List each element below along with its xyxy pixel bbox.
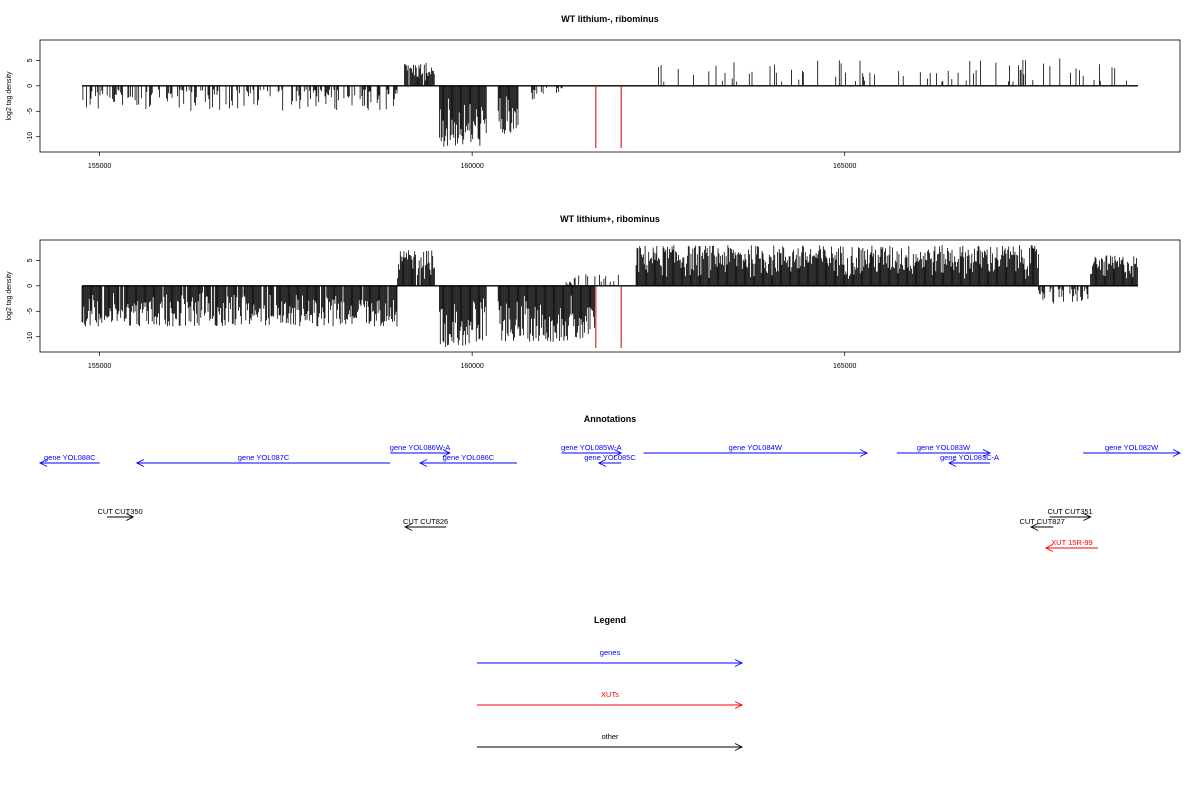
feature-gene-yol086c: gene YOL086C	[418, 453, 517, 467]
y-axis-label: log2 tag density	[6, 271, 13, 321]
legend-label: other	[601, 732, 619, 741]
arrow-head	[1172, 449, 1182, 457]
x-tick-label: 160000	[460, 163, 483, 170]
feature-cut-cut826: CUT CUT826	[403, 517, 448, 531]
arrow-head	[404, 523, 413, 531]
feature-label: gene YOL082W	[1105, 443, 1159, 452]
feature-xut-15r-99: XUT 15R-99	[1044, 538, 1099, 552]
legend-label: genes	[600, 648, 621, 657]
feature-gene-yol085w-a: gene YOL085W-A	[561, 443, 623, 457]
feature-label: gene YOL085C	[584, 453, 636, 462]
arrow-head	[734, 659, 744, 667]
feature-cut-cut351: CUT CUT351	[1047, 507, 1093, 521]
feature-label: CUT CUT351	[1047, 507, 1092, 516]
x-tick-label: 155000	[88, 363, 111, 370]
marker-lines	[595, 285, 622, 348]
panel-lithium-minus: WT lithium-, ribominus log2 tag density …	[6, 14, 1181, 170]
arrow-head	[418, 459, 428, 467]
feature-gene-yol086w-a: gene YOL086W-A	[390, 443, 451, 457]
arrow-head	[948, 459, 957, 467]
feature-gene-yol085c: gene YOL085C	[584, 453, 636, 467]
arrow-head	[859, 449, 869, 457]
feature-label: gene YOL083W	[917, 443, 971, 452]
arrow-head	[442, 449, 451, 457]
x-axis: 155000 160000 165000	[88, 152, 856, 170]
legend-title: Legend	[594, 615, 626, 625]
legend: Legend genes XUTs other	[477, 615, 744, 751]
arrow-head	[734, 743, 744, 751]
arrow-head	[613, 449, 623, 457]
feature-label: CUT CUT827	[1020, 517, 1065, 526]
y-tick-label: -10	[27, 332, 34, 342]
x-tick-label: 165000	[833, 363, 856, 370]
feature-label: gene YOL084W	[729, 443, 783, 452]
y-tick-label: 0	[27, 84, 34, 88]
y-tick-label: 5	[27, 58, 34, 62]
feature-cut-cut350: CUT CUT350	[97, 507, 143, 521]
density-bars	[81, 245, 1138, 347]
y-axis: 5 0 -5 -10	[27, 258, 40, 342]
feature-label: gene YOL085W-A	[561, 443, 622, 452]
panel-lithium-plus: WT lithium+, ribominus log2 tag density …	[6, 214, 1181, 370]
feature-label: XUT 15R-99	[1051, 538, 1093, 547]
arrow-head	[38, 459, 48, 467]
x-tick-label: 165000	[833, 163, 856, 170]
panel-title: WT lithium+, ribominus	[560, 214, 660, 224]
arrow-head	[1083, 513, 1092, 521]
annotations-title: Annotations	[584, 414, 637, 424]
y-tick-label: 5	[27, 258, 34, 262]
feature-label: gene YOL087C	[238, 453, 290, 462]
x-tick-label: 160000	[460, 363, 483, 370]
feature-gene-yol088c: gene YOL088C	[38, 453, 100, 467]
plot-frame	[39, 39, 1181, 153]
feature-gene-yol087c: gene YOL087C	[135, 453, 391, 467]
arrow-head	[135, 459, 145, 467]
legend-item-xut: XUTs	[477, 690, 744, 709]
feature-label: gene YOL086C	[443, 453, 495, 462]
density-bars	[82, 58, 1127, 147]
arrow-head	[125, 513, 135, 521]
feature-label: gene YOL086W-A	[390, 443, 451, 452]
arrow-head	[597, 459, 607, 467]
feature-gene-yol083w: gene YOL083W	[896, 443, 992, 457]
legend-item-other: other	[477, 732, 744, 751]
y-tick-label: 0	[27, 284, 34, 288]
feature-gene-yol083c-a: gene YOL083C-A	[940, 453, 999, 467]
legend-item-gene: genes	[477, 648, 744, 667]
legend-label: XUTs	[601, 690, 619, 699]
plot-frame	[39, 239, 1181, 353]
y-tick-label: -10	[27, 132, 34, 142]
y-tick-label: -5	[27, 308, 34, 314]
feature-cut-cut827: CUT CUT827	[1020, 517, 1065, 531]
marker-lines	[595, 85, 622, 148]
x-axis: 155000 160000 165000	[88, 352, 856, 370]
y-tick-label: -5	[27, 108, 34, 114]
x-tick-label: 155000	[88, 163, 111, 170]
arrow-head	[1029, 523, 1039, 531]
feature-gene-yol082w: gene YOL082W	[1083, 443, 1182, 457]
feature-label: gene YOL088C	[44, 453, 96, 462]
arrow-head	[1044, 544, 1054, 552]
panel-title: WT lithium-, ribominus	[561, 14, 659, 24]
feature-label: CUT CUT350	[97, 507, 142, 516]
feature-label: CUT CUT826	[403, 517, 448, 526]
arrow-head	[734, 701, 744, 709]
y-axis-label: log2 tag density	[6, 71, 13, 121]
feature-label: gene YOL083C-A	[940, 453, 999, 462]
feature-gene-yol084w: gene YOL084W	[643, 443, 869, 457]
y-axis: 5 0 -5 -10	[27, 58, 40, 142]
annotations-track: Annotations gene YOL088C gene YOL087C gene…	[38, 414, 1182, 552]
arrow-head	[982, 449, 992, 457]
